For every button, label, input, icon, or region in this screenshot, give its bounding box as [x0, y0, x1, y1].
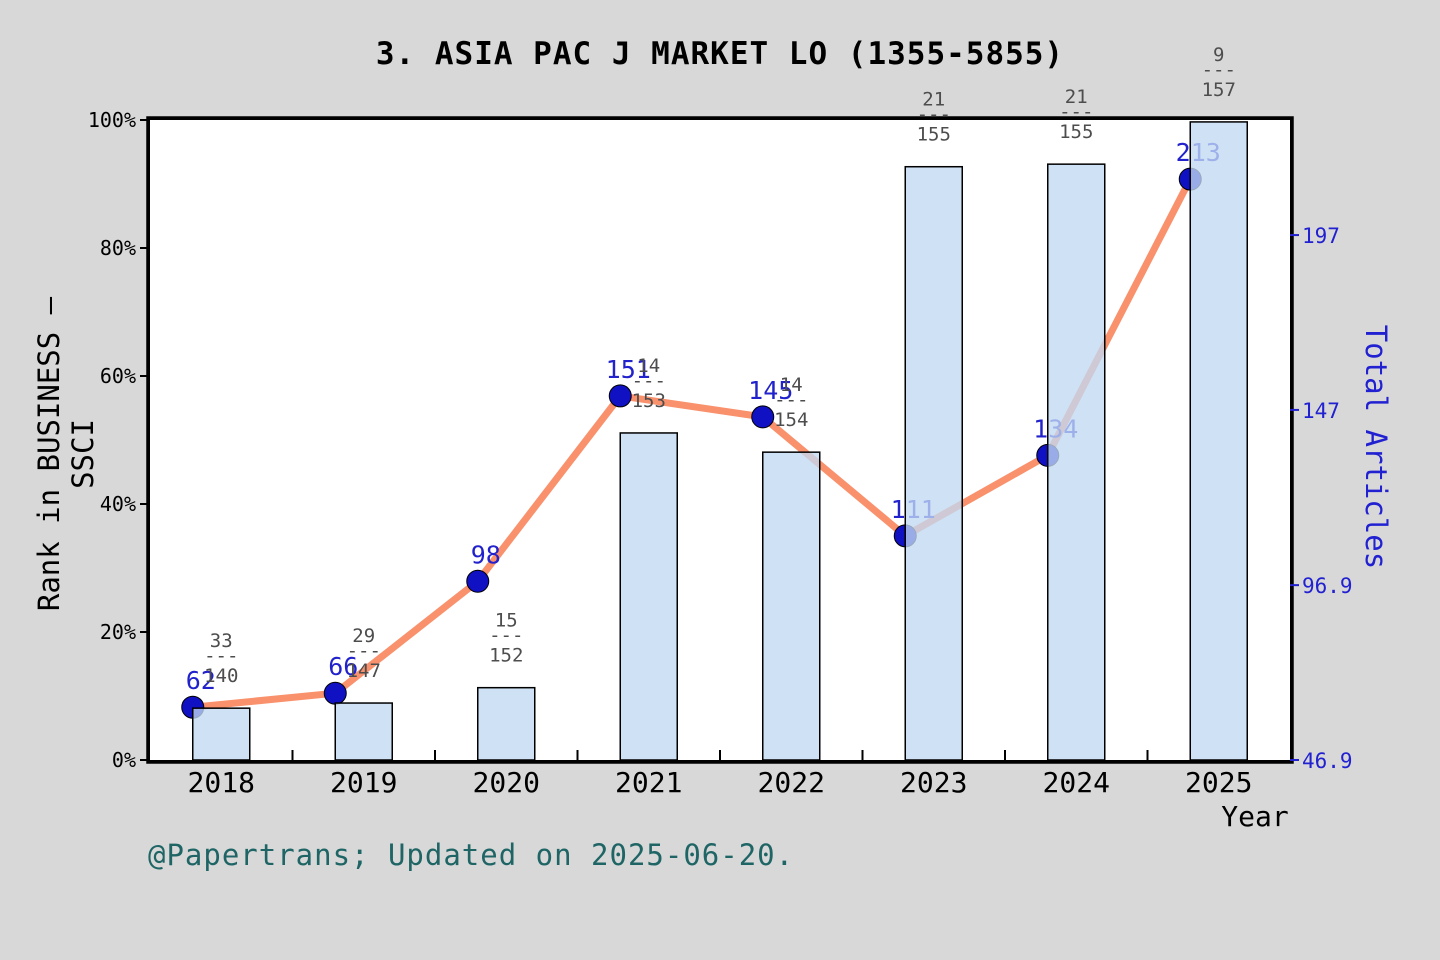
- rank-bar-2022: [762, 451, 821, 761]
- fraction-denominator-2018: 140: [204, 665, 238, 687]
- fraction-bar-2023: ---: [917, 104, 951, 126]
- point-label-2021: 151: [606, 355, 651, 384]
- fraction-denominator-2019: 147: [347, 660, 381, 682]
- fraction-denominator-2024: 155: [1059, 121, 1093, 143]
- fraction-bar-2020: ---: [489, 625, 523, 647]
- fraction-numerator-2018: 33: [210, 630, 233, 652]
- x-tick-label-2025: 2025: [1185, 766, 1252, 799]
- point-label-2022: 145: [748, 376, 793, 405]
- right-tick-label: 197: [1302, 224, 1340, 248]
- point-label-2018: 62: [186, 666, 216, 695]
- data-point-2019: [323, 681, 347, 705]
- data-point-2020: [466, 569, 490, 593]
- fraction-denominator-2023: 155: [917, 124, 951, 146]
- fraction-bar-2025: ---: [1202, 59, 1236, 81]
- rank-bar-2023: [904, 165, 963, 761]
- x-tick-label-2021: 2021: [615, 766, 682, 799]
- x-tick-label-2023: 2023: [900, 766, 967, 799]
- right-tick-label: 46.9: [1302, 749, 1353, 773]
- fraction-numerator-2022: 14: [780, 374, 803, 396]
- rank-bar-2021: [619, 432, 678, 761]
- left-tick-label: 80%: [100, 236, 136, 260]
- left-tick-label: 100%: [88, 108, 136, 132]
- right-axis-title: Total Articles: [1359, 324, 1393, 570]
- x-tick-label-2024: 2024: [1043, 766, 1110, 799]
- rank-bar-2024: [1047, 163, 1106, 761]
- fraction-numerator-2021: 14: [637, 355, 660, 377]
- x-tick-label-2018: 2018: [188, 766, 255, 799]
- left-tick-label: 40%: [100, 492, 136, 516]
- data-point-2021: [608, 384, 632, 408]
- left-axis-title: Rank in BUSINESS — SSCI: [32, 296, 100, 612]
- fraction-bar-2021: ---: [632, 370, 666, 392]
- fraction-denominator-2025: 157: [1202, 79, 1236, 101]
- chart-title: 3. ASIA PAC J MARKET LO (1355-5855): [375, 36, 1065, 72]
- fraction-numerator-2025: 9: [1213, 44, 1224, 66]
- left-tick-label: 20%: [100, 620, 136, 644]
- data-point-2022: [751, 405, 775, 429]
- rank-bar-2019: [334, 702, 393, 761]
- fraction-numerator-2024: 21: [1065, 86, 1088, 108]
- fraction-numerator-2023: 21: [922, 89, 945, 111]
- fraction-denominator-2020: 152: [489, 645, 523, 667]
- left-tick-label: 60%: [100, 364, 136, 388]
- x-axis-title: Year: [1221, 800, 1289, 833]
- watermark-caption: @Papertrans; Updated on 2025-06-20.: [148, 838, 795, 872]
- rank-bar-2020: [477, 686, 536, 761]
- point-label-2019: 66: [328, 652, 358, 681]
- fraction-bar-2024: ---: [1059, 101, 1093, 123]
- plot-frame: [146, 116, 1294, 764]
- fraction-bar-2018: ---: [204, 645, 238, 667]
- left-tick-label: 0%: [112, 748, 136, 772]
- fraction-denominator-2021: 153: [632, 390, 666, 412]
- point-label-2020: 98: [471, 540, 501, 569]
- fraction-bar-2022: ---: [774, 389, 808, 411]
- fraction-numerator-2019: 29: [352, 625, 375, 647]
- fraction-numerator-2020: 15: [495, 610, 518, 632]
- articles-line: [192, 177, 1194, 711]
- rank-bar-2025: [1189, 121, 1248, 761]
- x-tick-label-2022: 2022: [758, 766, 825, 799]
- right-tick-label: 96.9: [1302, 574, 1353, 598]
- fraction-denominator-2022: 154: [774, 409, 808, 431]
- fraction-bar-2019: ---: [347, 640, 381, 662]
- rank-bar-2018: [192, 707, 251, 761]
- right-tick-label: 147: [1302, 399, 1340, 423]
- x-tick-label-2019: 2019: [330, 766, 397, 799]
- x-tick-label-2020: 2020: [473, 766, 540, 799]
